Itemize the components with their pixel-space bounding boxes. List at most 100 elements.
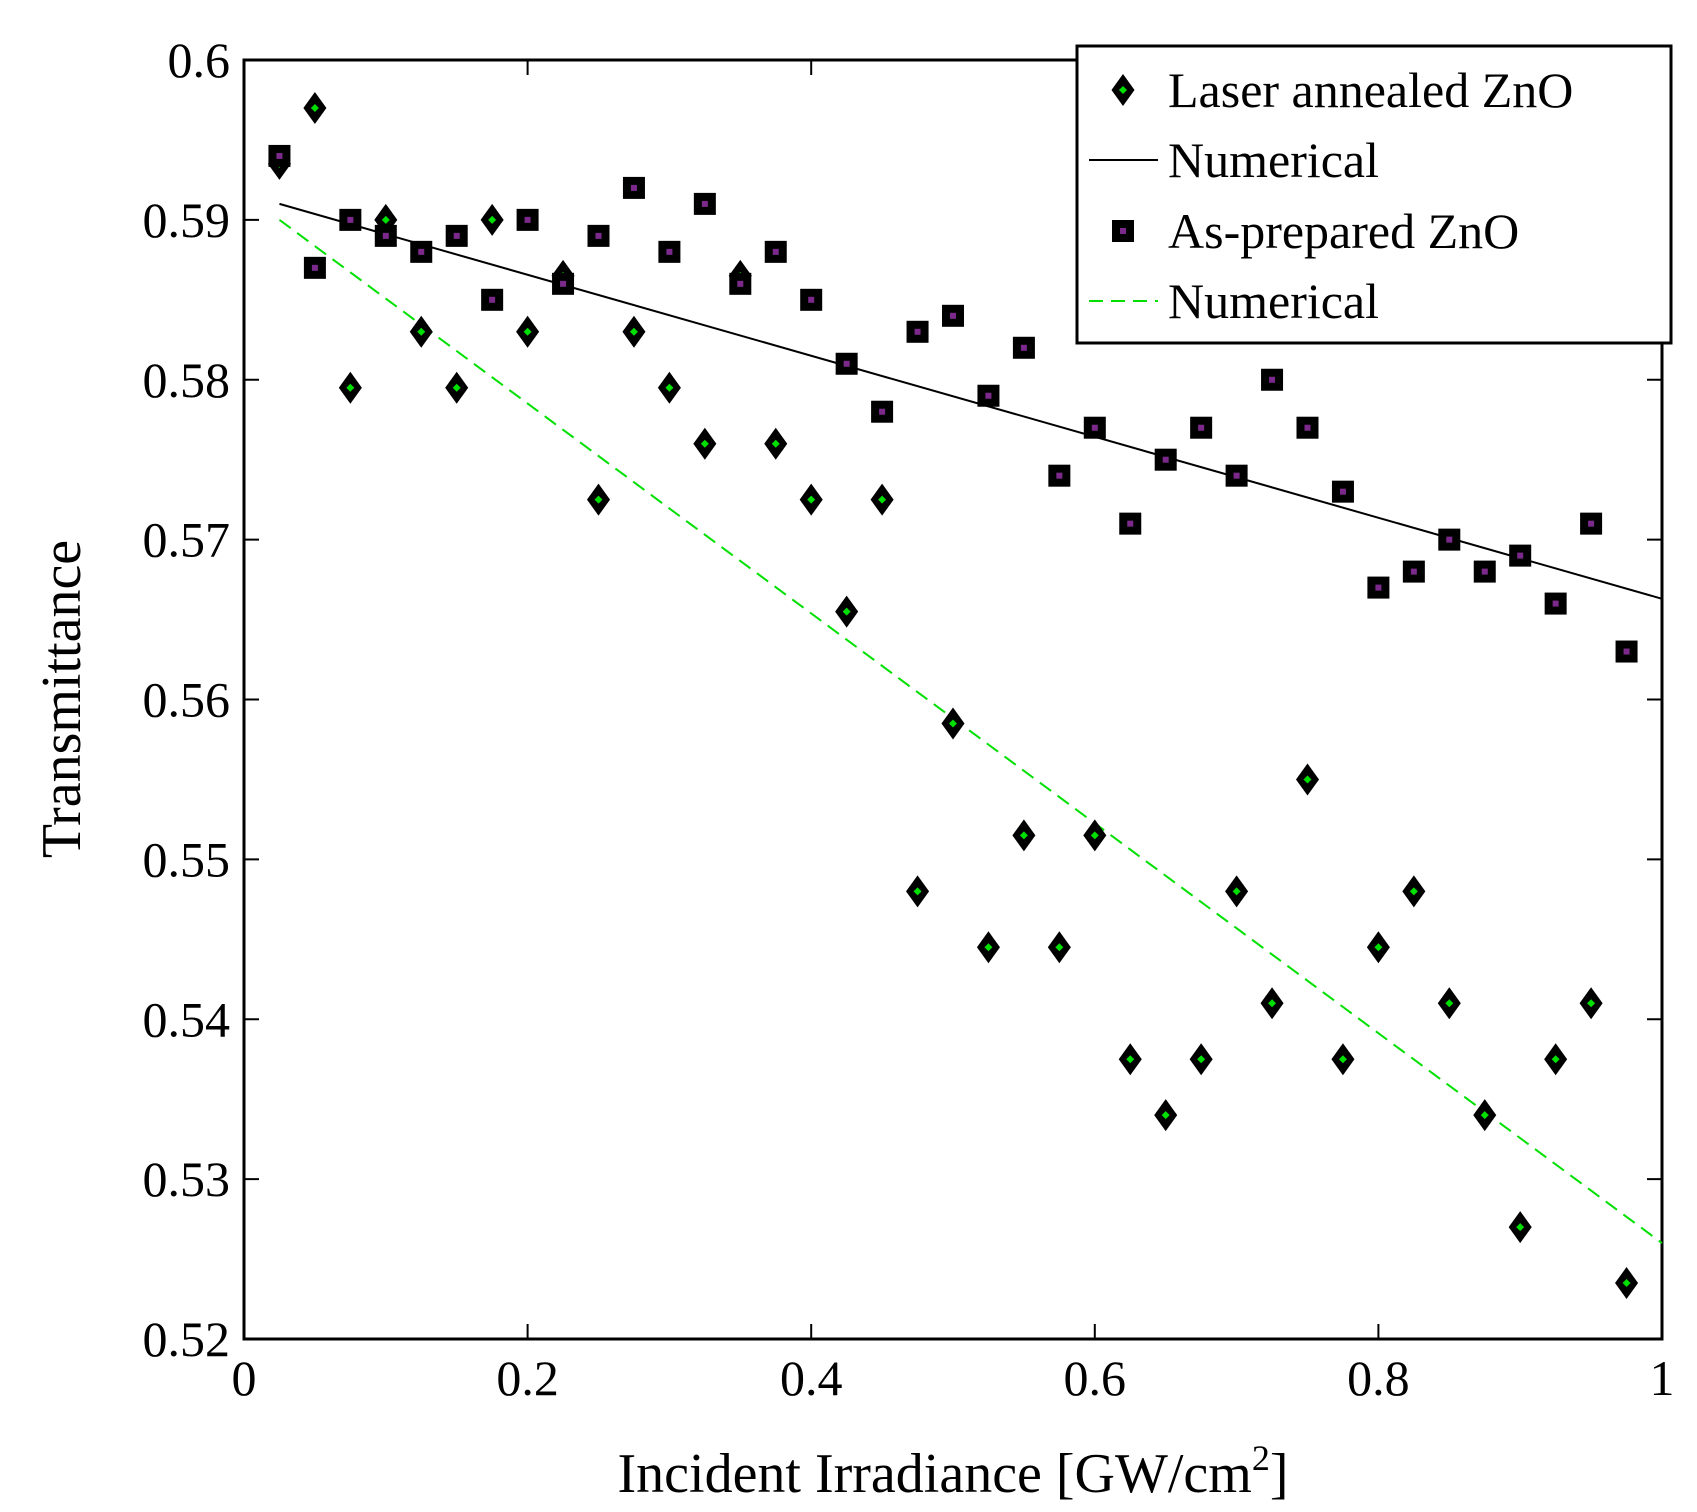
laser-annealed-point-fill [594, 495, 603, 504]
laser-annealed-point [445, 371, 469, 404]
laser-annealed-point [870, 483, 894, 516]
as-prepared-point [1331, 480, 1354, 503]
as-prepared-point-fill [1623, 648, 1630, 655]
y-tick-label: 0.52 [143, 1311, 231, 1367]
laser-annealed-point [480, 203, 504, 236]
as-prepared-point [1048, 464, 1071, 487]
laser-annealed-point-fill [842, 607, 851, 616]
y-tick-label: 0.53 [143, 1151, 231, 1207]
laser-annealed-point [1508, 1211, 1532, 1244]
laser-annealed-point [338, 371, 362, 404]
as-prepared-point [1473, 560, 1496, 583]
as-prepared-point-fill [1233, 472, 1240, 479]
laser-annealed-point [1225, 875, 1249, 908]
laser-annealed-point-fill [913, 887, 922, 896]
as-prepared-point [906, 320, 929, 343]
laser-annealed-point [1402, 875, 1426, 908]
as-prepared-point-fill [1588, 520, 1595, 527]
laser-annealed-point [1579, 987, 1603, 1020]
as-prepared-point-fill [1410, 568, 1417, 575]
x-tick-label: 0.4 [780, 1350, 843, 1406]
x-axis-title-superscript: 2 [1252, 1438, 1270, 1478]
laser-annealed-point [586, 483, 611, 516]
as-prepared-point [303, 256, 326, 279]
as-prepared-point-fill [1517, 552, 1524, 559]
as-prepared-point-fill [843, 360, 850, 367]
as-prepared-point [552, 272, 575, 295]
laser-annealed-point-fill [1019, 831, 1028, 840]
as-prepared-point [1367, 576, 1390, 599]
laser-annealed-point [941, 707, 965, 740]
y-tick-label: 0.54 [143, 991, 231, 1047]
laser-annealed-point [1366, 931, 1390, 964]
laser-annealed-point [906, 875, 930, 908]
y-tick-label: 0.6 [168, 32, 231, 88]
as-prepared-point [729, 272, 752, 295]
legend-label: Numerical [1168, 132, 1379, 188]
laser-annealed-point-fill [700, 439, 709, 448]
as-prepared-point [268, 144, 291, 167]
x-axis-title-suffix: ] [1270, 1443, 1289, 1505]
laser-annealed-point [516, 315, 540, 348]
as-prepared-point [1509, 544, 1532, 567]
laser-annealed-point-fill [1480, 1111, 1489, 1120]
as-prepared-point-fill [666, 248, 673, 255]
laser-annealed-point-fill [1587, 999, 1596, 1008]
laser-annealed-point [976, 931, 1000, 964]
as-prepared-point-fill [347, 216, 354, 223]
as-prepared-point [1544, 592, 1567, 615]
y-tick-label: 0.58 [143, 352, 231, 408]
laser-annealed-point [835, 595, 859, 628]
as-prepared-point [516, 208, 539, 231]
laser-annealed-point [657, 371, 681, 404]
laser-annealed-point [1118, 1043, 1142, 1076]
fit-lines [278, 202, 1663, 1244]
laser-annealed-point-fill [1551, 1055, 1560, 1064]
laser-annealed-point-fill [1303, 775, 1312, 784]
laser-annealed-point-fill [1374, 943, 1383, 952]
as-prepared-point-fill [985, 392, 992, 399]
as-prepared-point-fill [1552, 600, 1559, 607]
as-prepared-point-fill [276, 152, 283, 159]
as-prepared-point-fill [630, 184, 637, 191]
as-prepared-point-fill [311, 264, 318, 271]
as-prepared-point [1225, 464, 1248, 487]
laser-annealed-point-fill [1055, 943, 1064, 952]
laser-annealed-point-fill [1516, 1223, 1525, 1232]
as-prepared-point-fill [914, 328, 921, 335]
as-prepared-point-fill [1056, 472, 1063, 479]
as-prepared-point [977, 384, 1000, 407]
y-tick-label: 0.57 [143, 512, 231, 568]
as-prepared-point-fill [879, 408, 886, 415]
y-tick-label: 0.55 [143, 831, 231, 887]
as-prepared-point-fill [418, 248, 425, 255]
as-prepared-point [1438, 528, 1461, 551]
y-tick-label: 0.56 [143, 672, 231, 728]
as-prepared-point [800, 288, 823, 311]
as-prepared-point [445, 224, 468, 247]
as-prepared-point-fill [1446, 536, 1453, 543]
as-prepared-point-fill [1269, 376, 1276, 383]
x-tick-label: 0.2 [496, 1350, 559, 1406]
as-prepared-point-fill [595, 232, 602, 239]
laser-annealed-point-fill [629, 327, 638, 336]
as-prepared-point-fill [1127, 520, 1134, 527]
as-prepared-point [587, 224, 610, 247]
as-prepared-point [1615, 640, 1638, 663]
as-prepared-point-fill [1481, 568, 1488, 575]
laser-annealed-point-fill [1197, 1055, 1206, 1064]
as-prepared-point-fill [1375, 584, 1382, 591]
legend-diamond-marker-fill [1119, 86, 1127, 94]
laser-annealed-point-fill [310, 103, 319, 112]
as-prepared-point [1119, 512, 1142, 535]
as-prepared-point-fill [737, 280, 744, 287]
as-prepared-point-fill [1020, 344, 1027, 351]
laser-annealed-point-fill [452, 383, 461, 392]
as-prepared-point [1190, 416, 1213, 439]
laser-annealed-point [1260, 987, 1284, 1020]
legend-entry: Laser annealed ZnO [1111, 62, 1573, 118]
laser-annealed-point [1544, 1043, 1568, 1076]
as-prepared-point-fill [560, 280, 567, 287]
as-prepared-point [1261, 368, 1284, 391]
laser-annealed-point-fill [878, 495, 887, 504]
